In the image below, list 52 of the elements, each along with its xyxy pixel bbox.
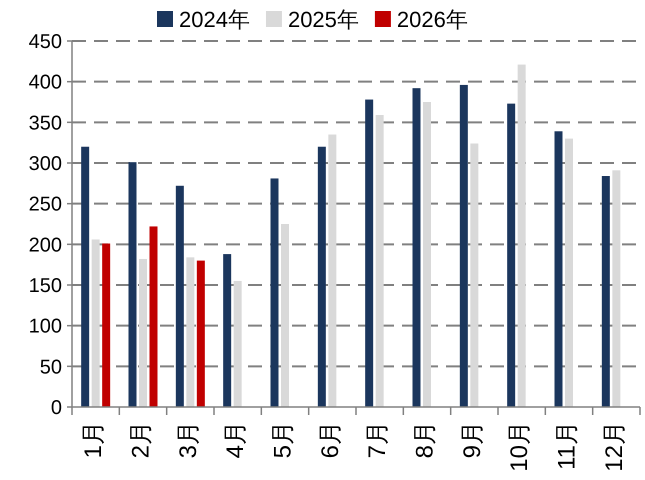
x-tick-label: 3月 [174,421,202,458]
x-tick-label: 1月 [80,421,108,458]
bar [128,162,136,407]
bar [460,84,468,407]
bar [518,64,526,407]
bar [612,170,620,407]
bar [281,224,289,407]
y-tick-label: 150 [28,275,62,297]
bar [602,176,610,407]
y-tick-label: 200 [28,234,62,256]
legend-label: 2026年 [396,7,468,32]
y-tick-label: 50 [40,356,62,378]
bar [365,100,374,407]
x-tick-label: 12月 [600,421,628,472]
bar [376,115,384,407]
bar [554,131,562,407]
y-tick-label: 100 [28,316,62,338]
bar [102,244,110,407]
bar [412,88,420,407]
x-tick-label: 6月 [316,421,344,458]
y-tick-label: 400 [28,72,62,94]
bar [81,146,90,407]
bar [186,257,194,407]
x-tick-label: 11月 [554,421,580,470]
x-tick-label: 2月 [128,421,154,458]
bar [223,254,232,407]
bar [270,178,278,407]
y-tick-label: 0 [50,397,62,419]
y-tick-label: 300 [28,153,62,175]
x-tick-label: 4月 [222,421,250,458]
y-tick-label: 250 [28,194,62,216]
legend-label: 2025年 [288,7,359,32]
bar [92,239,100,407]
bar [507,104,516,407]
x-tick-label: 8月 [412,421,438,458]
bar [318,146,326,407]
bar [423,102,431,407]
bar [470,143,478,407]
y-tick-label: 450 [28,31,62,53]
bar [150,226,158,407]
bar [565,138,573,407]
legend-label: 2024年 [179,7,250,32]
bar [234,280,242,407]
x-tick-label: 7月 [364,421,392,458]
x-tick-label: 5月 [270,421,296,458]
bar [328,134,336,407]
x-tick-label: 9月 [458,421,486,458]
bar [176,186,184,407]
bar [196,260,205,407]
bar [139,258,147,407]
y-tick-label: 350 [28,112,62,134]
x-tick-label: 10月 [506,421,534,472]
